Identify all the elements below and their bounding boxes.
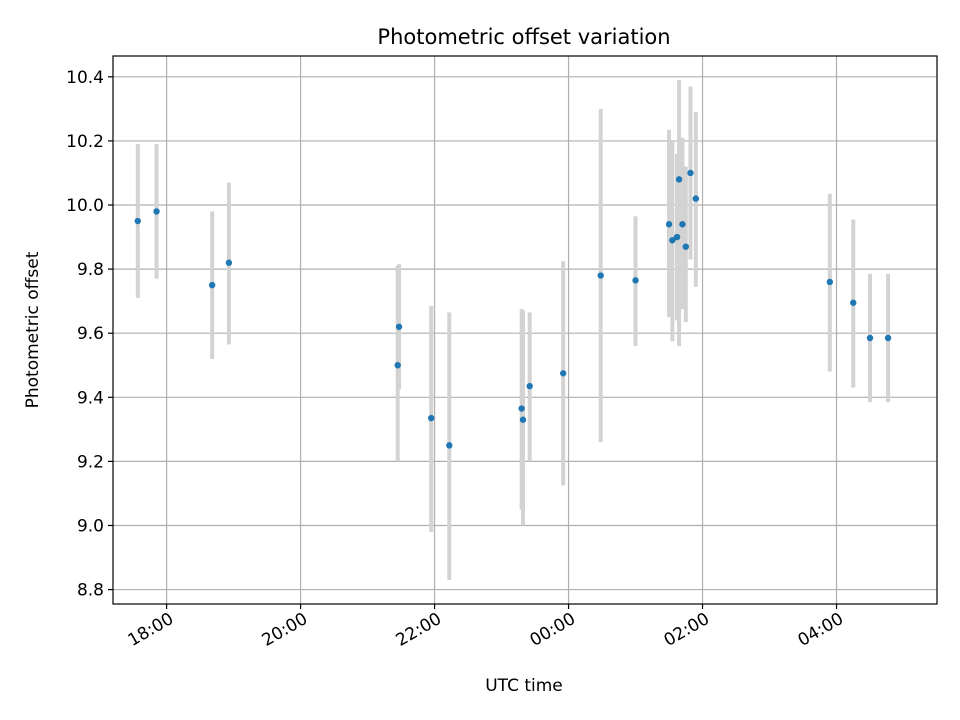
data-point bbox=[134, 217, 141, 225]
y-tick-label: 10.0 bbox=[66, 196, 104, 216]
data-point bbox=[884, 334, 892, 342]
y-tick-label: 9.4 bbox=[77, 388, 104, 408]
y-tick-label: 9.2 bbox=[77, 452, 104, 472]
data-point bbox=[866, 334, 874, 342]
y-tick-label: 9.6 bbox=[77, 324, 104, 344]
data-points bbox=[134, 169, 892, 449]
grid bbox=[113, 56, 937, 604]
data-point bbox=[669, 237, 676, 244]
y-axis-ticks: 8.8 9.0 9.2 9.4 9.6 9.8 10.0 10.2 10.4 bbox=[66, 68, 113, 601]
data-point bbox=[394, 362, 401, 369]
data-point bbox=[850, 299, 857, 306]
x-axis-label: UTC time bbox=[485, 676, 563, 696]
data-point bbox=[526, 382, 533, 390]
data-point bbox=[208, 281, 216, 289]
data-point bbox=[428, 414, 435, 422]
data-point bbox=[632, 277, 639, 284]
y-tick-label: 9.8 bbox=[77, 260, 104, 280]
y-axis-label: Photometric offset bbox=[23, 251, 43, 408]
data-point bbox=[225, 259, 233, 266]
y-tick-label: 8.8 bbox=[77, 581, 104, 601]
y-tick-label: 10.4 bbox=[66, 68, 104, 88]
data-point bbox=[675, 176, 683, 183]
data-point bbox=[153, 208, 160, 215]
data-point bbox=[826, 278, 834, 286]
data-point bbox=[679, 221, 686, 228]
data-point bbox=[665, 221, 673, 228]
data-point bbox=[673, 233, 681, 241]
data-point bbox=[518, 405, 525, 412]
y-tick-label: 10.2 bbox=[66, 132, 104, 152]
y-tick-label: 9.0 bbox=[77, 516, 104, 536]
data-point bbox=[682, 243, 689, 250]
data-point bbox=[692, 195, 700, 202]
plot-frame bbox=[112, 55, 938, 605]
chart-title: Photometric offset variation bbox=[377, 25, 670, 49]
data-point bbox=[395, 323, 403, 330]
data-point bbox=[687, 169, 694, 177]
data-point bbox=[446, 442, 453, 449]
data-point bbox=[519, 416, 527, 423]
data-point bbox=[559, 370, 567, 377]
data-point bbox=[597, 272, 604, 279]
